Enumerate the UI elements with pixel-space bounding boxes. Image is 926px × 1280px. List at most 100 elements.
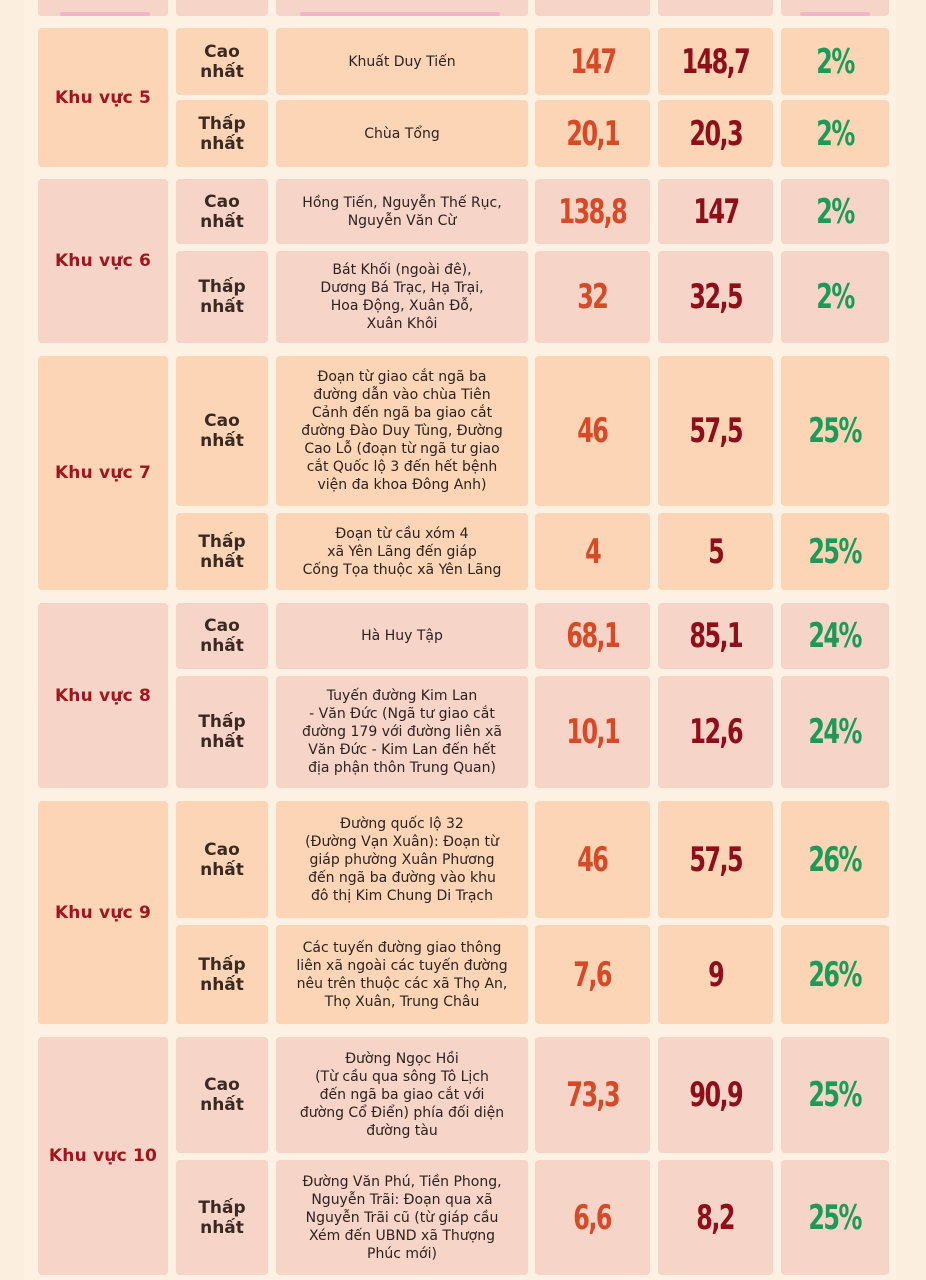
old-price: 147 (535, 28, 650, 95)
increase-percent-text: 25% (808, 1197, 863, 1238)
increase-percent-text: 2% (816, 191, 855, 232)
level-label: Cao nhất (176, 801, 268, 918)
new-price-text: 57,5 (689, 839, 743, 880)
region-label: Khu vực 5 (38, 28, 168, 167)
new-price-text: 20,3 (689, 113, 743, 154)
new-price: 8,2 (658, 1160, 773, 1275)
increase-percent-text: 25% (808, 531, 863, 572)
street-name: Chùa Tổng (276, 100, 528, 167)
old-price-text: 10,1 (566, 712, 620, 752)
level-label: Thấp nhất (176, 251, 268, 343)
street-name: Hà Huy Tập (276, 603, 528, 669)
region-label: Khu vực 7 (38, 356, 168, 590)
region-label-text: Khu vực 8 (54, 685, 152, 706)
region-label-text: Khu vực 9 (54, 902, 152, 923)
region-label-text: Khu vực 5 (54, 87, 152, 108)
new-price-text: 12,6 (689, 712, 743, 752)
old-price: 10,1 (535, 676, 650, 788)
old-price-text: 138,8 (558, 191, 628, 232)
new-price-text: 9 (707, 954, 725, 995)
increase-percent: 24% (781, 603, 889, 669)
old-price: 46 (535, 801, 650, 918)
increase-percent: 26% (781, 801, 889, 918)
prev-row-stub (658, 0, 773, 16)
new-price-text: 90,9 (689, 1075, 743, 1115)
region-label-text: Khu vực 7 (54, 463, 152, 483)
street-name: Các tuyến đường giao thông liên xã ngoài… (276, 925, 528, 1024)
level-label: Cao nhất (176, 603, 268, 669)
new-price: 90,9 (658, 1037, 773, 1153)
increase-percent-text: 26% (808, 839, 863, 880)
increase-percent: 25% (781, 1037, 889, 1153)
new-price-text: 8,2 (696, 1197, 736, 1238)
region-label: Khu vực 9 (38, 801, 168, 1024)
old-price: 20,1 (535, 100, 650, 167)
street-name-text: Khuất Duy Tiến (348, 53, 456, 70)
increase-percent-text: 25% (808, 1075, 863, 1115)
street-name: Hồng Tiến, Nguyễn Thế Rục, Nguyễn Văn Cừ (276, 179, 528, 244)
new-price: 32,5 (658, 251, 773, 343)
new-price: 148,7 (658, 28, 773, 95)
street-name-text: Tuyến đường Kim Lan - Văn Đức (Ngã tư gi… (301, 688, 502, 776)
increase-percent: 25% (781, 356, 889, 506)
increase-percent-text: 24% (808, 616, 863, 656)
old-price: 46 (535, 356, 650, 506)
old-price-text: 73,3 (566, 1075, 620, 1115)
old-price-text: 32 (577, 277, 609, 317)
increase-percent: 2% (781, 100, 889, 167)
street-name-text: Đường Ngọc Hồi (Từ cầu qua sông Tô Lịch … (299, 1051, 505, 1139)
street-name: Đoạn từ giao cắt ngã ba đường dẫn vào ch… (276, 356, 528, 506)
street-name-text: Đường Văn Phú, Tiền Phong, Nguyễn Trãi: … (302, 1173, 502, 1262)
level-label: Thấp nhất (176, 1160, 268, 1275)
street-name: Đường quốc lộ 32 (Đường Vạn Xuân): Đoạn … (276, 801, 528, 918)
region-label-text: Khu vực 10 (48, 1146, 158, 1166)
region-label: Khu vực 10 (38, 1037, 168, 1275)
increase-percent: 2% (781, 251, 889, 343)
region-label: Khu vực 6 (38, 179, 168, 343)
new-price: 12,6 (658, 676, 773, 788)
increase-percent-text: 2% (816, 113, 855, 154)
old-price: 32 (535, 251, 650, 343)
street-name-text: Hà Huy Tập (361, 628, 443, 644)
increase-percent-text: 2% (816, 41, 855, 82)
increase-percent-text: 24% (808, 712, 863, 752)
new-price: 57,5 (658, 801, 773, 918)
prev-row-accent (800, 12, 870, 16)
old-price-text: 46 (577, 411, 609, 451)
right-border (896, 0, 926, 1280)
region-label-text: Khu vực 6 (54, 251, 152, 271)
new-price-text: 147 (692, 191, 740, 232)
new-price: 85,1 (658, 603, 773, 669)
left-border (0, 0, 24, 1280)
increase-percent: 25% (781, 513, 889, 590)
new-price: 5 (658, 513, 773, 590)
street-name-text: Đường quốc lộ 32 (Đường Vạn Xuân): Đoạn … (305, 815, 499, 904)
increase-percent: 2% (781, 28, 889, 95)
street-name-text: Chùa Tổng (364, 125, 440, 142)
level-label-text: Cao nhất (200, 41, 244, 82)
level-label: Thấp nhất (176, 925, 268, 1024)
street-name: Khuất Duy Tiến (276, 28, 528, 95)
new-price: 57,5 (658, 356, 773, 506)
level-label-text: Thấp nhất (198, 531, 246, 572)
level-label: Cao nhất (176, 356, 268, 506)
increase-percent: 24% (781, 676, 889, 788)
prev-row-stub (535, 0, 650, 16)
street-name: Tuyến đường Kim Lan - Văn Đức (Ngã tư gi… (276, 676, 528, 788)
level-label: Thấp nhất (176, 513, 268, 590)
region-label: Khu vực 8 (38, 603, 168, 788)
new-price-text: 32,5 (689, 277, 743, 317)
street-name-text: Các tuyến đường giao thông liên xã ngoài… (296, 939, 508, 1010)
increase-percent: 2% (781, 179, 889, 244)
increase-percent-text: 2% (816, 277, 855, 317)
street-name-text: Bát Khối (ngoài đê), Dương Bá Trạc, Hạ T… (320, 262, 484, 332)
prev-row-stub (176, 0, 268, 16)
level-label-text: Cao nhất (200, 839, 244, 880)
level-label: Thấp nhất (176, 100, 268, 167)
old-price: 4 (535, 513, 650, 590)
old-price: 138,8 (535, 179, 650, 244)
prev-row-accent (60, 12, 150, 16)
street-name: Đoạn từ cầu xóm 4 xã Yên Lãng đến giáp C… (276, 513, 528, 590)
new-price-text: 5 (707, 531, 725, 572)
increase-percent: 25% (781, 1160, 889, 1275)
